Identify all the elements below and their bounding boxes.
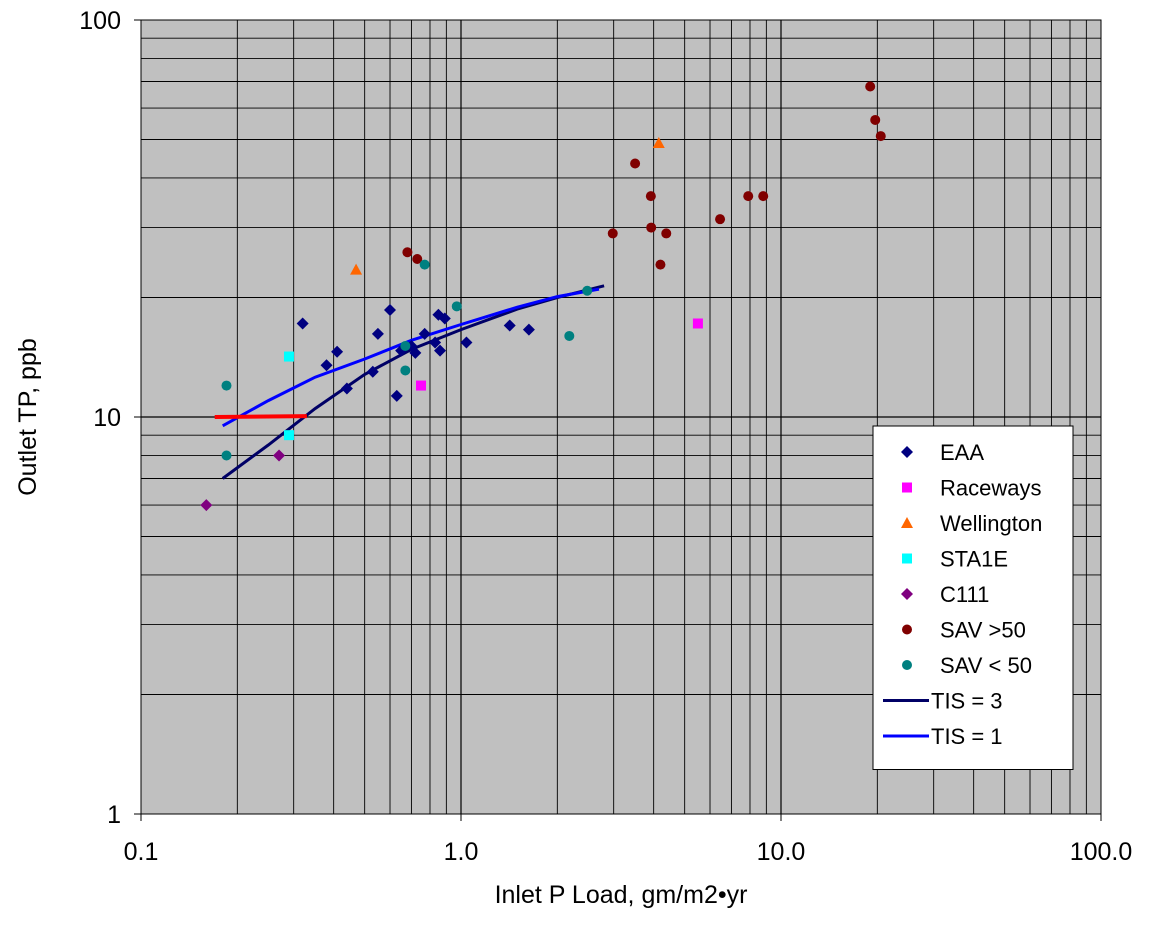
data-point-sav-50 [655,259,666,270]
data-point-eaa [384,304,397,317]
data-point-eaa [434,344,447,357]
data-point-eaa [331,345,344,358]
axes: 0.1 1.0 10.0 100.0 1 10 100 [79,7,1132,866]
data-point-sav-50 [400,365,411,376]
data-point-eaa [371,327,384,340]
x-tick-label: 10.0 [757,838,806,866]
data-point-sav-50 [607,228,618,239]
data-point-sav-50 [875,131,886,142]
legend-label-c111: C111 [940,582,989,607]
data-point-sta1e [283,351,294,362]
legend-label-wellington: Wellington [940,511,1042,536]
data-point-sav-50 [661,228,672,239]
legend-swatch-raceways [902,482,912,493]
y-tick-label: 10 [93,404,121,432]
data-point-eaa [366,365,379,378]
legend-swatch-sav-50 [902,624,912,635]
data-point-eaa [390,389,403,402]
legend-swatch-sav-50 [902,660,912,670]
legend-label-sav-50: SAV >50 [940,618,1026,643]
data-point-eaa [340,382,353,395]
data-point-sav-50 [451,301,462,312]
legend-swatch-sta1e [902,553,912,564]
x-axis-title: Inlet P Load, gm/m2•yr [495,881,748,909]
data-point-eaa [429,336,442,349]
legend-label-eaa: EAA [940,440,984,465]
legend-label-sta1e: STA1E [940,547,1008,572]
data-point-eaa [503,319,516,332]
data-point-sav-50 [564,330,575,341]
legend-label-tis-3: TIS = 3 [931,689,1003,714]
data-point-eaa [296,317,309,330]
data-point-sav-50 [630,158,641,169]
series-line-red-reference [214,414,307,419]
y-tick-label: 1 [107,801,121,829]
x-tick-label: 0.1 [124,838,159,866]
data-point-eaa [418,327,431,340]
data-point-sav-50 [743,191,754,202]
data-point-sav-50 [870,114,881,125]
data-point-sav-50 [582,285,593,296]
data-point-sav-50 [221,450,232,461]
legend-label-tis-1: TIS = 1 [931,724,1003,749]
x-tick-label: 1.0 [444,838,479,866]
y-axis-title: Outlet TP, ppb [14,338,42,496]
data-point-eaa [409,346,422,359]
legend-label-sav-50: SAV < 50 [940,653,1032,678]
legend: EAA Raceways Wellington STA1E C111 SAV >50 SAV… [872,425,1074,770]
data-point-sta1e [283,430,294,441]
data-point-sav-50 [865,81,876,92]
y-tick-label: 100 [79,7,121,35]
data-point-sav-50 [221,380,232,391]
x-tick-label: 100.0 [1070,838,1133,866]
data-point-raceways [416,380,427,391]
data-point-c111 [273,449,286,462]
data-point-eaa [438,312,451,325]
data-point-eaa [320,359,333,372]
data-point-sav-50 [758,191,769,202]
data-point-eaa [522,323,535,336]
legend-swatch-eaa [901,446,913,458]
data-point-wellington [350,263,363,275]
series-layer [200,81,886,512]
data-point-raceways [692,318,703,329]
legend-label-raceways: Raceways [940,476,1041,501]
data-point-sav-50 [715,214,726,225]
legend-swatch-c111 [901,588,913,600]
data-point-eaa [460,336,473,349]
data-point-c111 [200,499,213,512]
data-point-wellington [652,136,665,148]
data-point-sav-50 [645,191,656,202]
data-point-sav-50 [400,340,411,351]
data-point-sav-50 [412,254,423,265]
data-point-sav-50 [646,222,657,233]
legend-swatch-wellington [901,517,913,528]
data-point-sav-50 [419,259,430,270]
data-point-sav-50 [402,247,413,258]
